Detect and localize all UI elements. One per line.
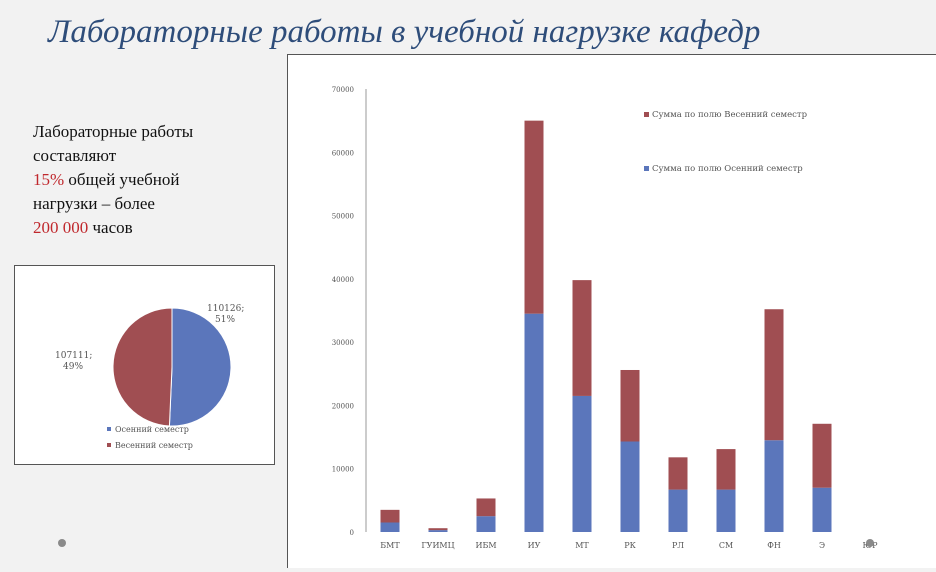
pie-data-label-line: 107111; bbox=[55, 351, 92, 361]
bar-segment bbox=[428, 530, 448, 532]
summary-line-rest: часов bbox=[88, 218, 133, 237]
pie-data-label: 107111; 49% bbox=[55, 351, 92, 372]
y-tick-label: 50000 bbox=[332, 213, 354, 221]
summary-line-rest: общей учебной bbox=[64, 170, 180, 189]
bar-segment bbox=[572, 395, 592, 532]
bar-segment bbox=[524, 120, 544, 314]
x-tick-label: ФН bbox=[767, 541, 781, 550]
percent-value: 15% bbox=[33, 170, 65, 189]
bar-legend-label: Сумма по полю Осенний семестр bbox=[652, 164, 803, 174]
slide-bullet-left bbox=[58, 539, 66, 547]
bar-chart-panel: 0 10000 20000 30000 40000 50000 60000 70000 БМТ Г… bbox=[287, 54, 936, 568]
y-tick-label: 10000 bbox=[332, 466, 354, 474]
bar-legend-swatch bbox=[644, 112, 649, 117]
summary-line: 200 000 часов bbox=[33, 216, 273, 240]
x-tick-label: РЛ bbox=[672, 541, 684, 550]
pie-data-label: 110126; 51% bbox=[207, 304, 244, 325]
bar-legend-swatch bbox=[644, 166, 649, 171]
stacked-bar-chart: 0 10000 20000 30000 40000 50000 60000 70000 БМТ Г… bbox=[332, 86, 878, 550]
bar-segment bbox=[572, 280, 592, 396]
y-tick-label: 20000 bbox=[332, 402, 354, 410]
x-tick-label: РК bbox=[624, 541, 636, 550]
x-tick-label: ГУИМЦ bbox=[421, 541, 454, 550]
pie-legend-swatch bbox=[107, 443, 111, 447]
bar-segment bbox=[380, 509, 400, 523]
x-tick-label: СМ bbox=[719, 541, 733, 550]
x-tick-label: ИБМ bbox=[475, 541, 496, 550]
bar-segment bbox=[716, 449, 736, 490]
bar-segment bbox=[620, 369, 640, 442]
bar-segment bbox=[380, 522, 400, 532]
pie-data-label-line: 51% bbox=[215, 315, 235, 325]
summary-line: нагрузки – более bbox=[33, 194, 155, 213]
x-tick-label: МТ bbox=[575, 541, 589, 550]
summary-line: Лабораторные работы bbox=[33, 122, 194, 141]
y-tick-label: 40000 bbox=[332, 276, 354, 284]
bar-segment bbox=[764, 309, 784, 441]
hours-value: 200 000 bbox=[33, 218, 89, 237]
pie-slice bbox=[112, 307, 173, 427]
y-tick-label: 60000 bbox=[332, 149, 354, 157]
bar-segment bbox=[524, 313, 544, 532]
x-tick-label: БМТ bbox=[380, 541, 400, 550]
x-tick-label: ИУ bbox=[528, 541, 541, 550]
summary-line: составляют bbox=[33, 146, 117, 165]
bar-segment bbox=[764, 440, 784, 532]
pie-legend-swatch bbox=[107, 427, 111, 431]
summary-line: 15% общей учебной bbox=[33, 168, 273, 192]
x-tick-label: Э bbox=[819, 541, 825, 550]
bar-segment bbox=[812, 423, 832, 488]
bar-legend-label: Сумма по полю Весенний семестр bbox=[652, 110, 808, 120]
slide-title: Лабораторные работы в учебной нагрузке к… bbox=[48, 14, 761, 50]
pie-slice bbox=[168, 307, 232, 427]
bar-segment bbox=[668, 489, 688, 532]
pie-data-label-line: 49% bbox=[63, 362, 83, 372]
pie-data-label-line: 110126; bbox=[207, 304, 244, 314]
bar-segment bbox=[476, 498, 496, 517]
pie-chart: 110126; 51% 107111; 49% Осенний семестр Весен… bbox=[55, 304, 244, 450]
y-tick-label: 0 bbox=[350, 529, 354, 537]
bar-segment bbox=[620, 441, 640, 532]
bar-segment bbox=[812, 487, 832, 532]
y-tick-label: 70000 bbox=[332, 86, 354, 94]
y-tick-label: 30000 bbox=[332, 339, 354, 347]
pie-chart-panel: 110126; 51% 107111; 49% Осенний семестр Весен… bbox=[14, 265, 275, 465]
slide-bullet-right bbox=[866, 539, 874, 547]
pie-legend-label: Осенний семестр bbox=[115, 425, 189, 434]
bar-segment bbox=[476, 516, 496, 532]
bar-segment bbox=[668, 457, 688, 490]
bar-segment bbox=[716, 489, 736, 532]
summary-text: Лабораторные работы составляют 15% общей… bbox=[33, 120, 273, 240]
bar-segment bbox=[428, 528, 448, 531]
pie-legend-label: Весенний семестр bbox=[115, 441, 193, 450]
